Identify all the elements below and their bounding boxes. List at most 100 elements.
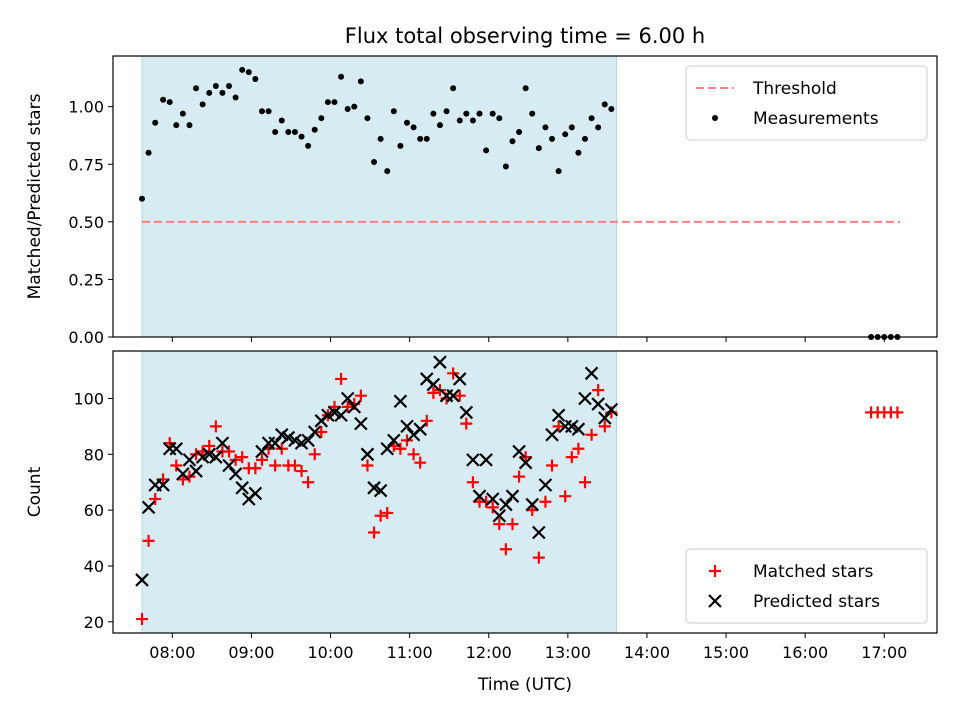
y-tick-label: 40 — [84, 557, 104, 576]
measurement-point — [601, 101, 608, 108]
series-matched-stars — [136, 367, 904, 626]
predicted-star-point — [373, 483, 388, 498]
measurement-point — [145, 149, 152, 156]
matched-star-point — [546, 459, 559, 472]
matched-star-point — [592, 384, 605, 397]
predicted-star-point — [512, 444, 526, 459]
measurement-point — [516, 129, 523, 136]
measurement-point — [152, 119, 159, 126]
predicted-star-point — [532, 525, 546, 540]
matched-star-point — [526, 504, 539, 517]
x-tick-label: 08:00 — [149, 643, 195, 662]
measurement-point — [483, 147, 490, 154]
matched-star-point — [493, 518, 506, 531]
plot-frame — [112, 350, 938, 634]
series-predicted-stars — [135, 355, 619, 587]
measurement-point — [417, 135, 424, 142]
y-tick-label: 80 — [84, 445, 104, 464]
measurement-point — [298, 133, 305, 140]
measurement-point — [404, 119, 411, 126]
measurement-point — [186, 122, 193, 129]
matched-star-point — [149, 492, 162, 505]
measurement-point — [397, 142, 404, 149]
matched-star-point — [302, 476, 315, 489]
matched-star-point — [163, 437, 176, 450]
measurement-point — [436, 122, 443, 129]
matched-star-point — [136, 613, 149, 626]
legend-label: Predicted stars — [753, 592, 880, 612]
matched-star-point — [420, 414, 433, 427]
measurement-point — [351, 103, 358, 110]
predicted-star-point — [525, 497, 540, 512]
predicted-star-point — [380, 441, 395, 456]
legend-label: Measurements — [753, 109, 879, 129]
measurement-point — [410, 124, 417, 131]
predicted-star-point — [459, 405, 474, 420]
predicted-star-point — [182, 453, 197, 467]
measurement-point — [160, 96, 167, 103]
y-tick-label: 20 — [84, 613, 104, 632]
predicted-star-point — [492, 508, 507, 523]
predicted-star-point — [334, 408, 348, 422]
matched-star-point — [453, 389, 466, 402]
matched-star-point — [255, 453, 268, 466]
matched-star-point — [578, 476, 591, 489]
measurement-point — [291, 129, 298, 136]
matched-star-point — [532, 551, 545, 564]
measurement-point — [529, 110, 536, 117]
matched-star-point — [427, 386, 440, 399]
measurement-point — [166, 99, 173, 106]
measurement-point — [139, 195, 146, 202]
measurement-point — [245, 69, 252, 76]
measurement-point — [509, 138, 516, 145]
matched-star-point — [407, 448, 420, 461]
matched-star-point — [513, 470, 526, 483]
y-tick-label: 1.00 — [68, 98, 104, 117]
measurement-point — [562, 131, 569, 138]
measurement-point — [430, 110, 437, 117]
matched-star-point — [295, 465, 308, 478]
measurement-point — [338, 73, 345, 80]
measurement-point — [226, 82, 233, 89]
measurement-point — [331, 99, 338, 106]
predicted-star-point — [209, 450, 223, 464]
matched-star-point — [335, 372, 348, 385]
matched-star-point — [142, 534, 155, 547]
matched-star-point — [414, 456, 427, 469]
measurement-point — [199, 101, 206, 108]
measurement-point — [575, 149, 582, 156]
matched-star-point — [891, 406, 904, 419]
count-panel: 20 40 60 80 100 08:00 09:00 10:00 11:00 12:00 13:0… — [25, 350, 938, 695]
matched-star-point — [176, 473, 189, 486]
measurement-point — [384, 168, 391, 175]
measurement-point — [423, 135, 430, 142]
measurement-point — [568, 124, 575, 131]
matched-star-point — [288, 459, 301, 472]
predicted-star-point — [485, 492, 500, 506]
predicted-star-point — [571, 422, 586, 436]
matched-star-point — [275, 442, 288, 455]
predicted-star-point — [499, 497, 513, 512]
y-axis-label: Matched/Predicted stars — [25, 93, 45, 299]
predicted-star-point — [156, 478, 170, 492]
predicted-star-point — [347, 400, 362, 414]
matched-star-point — [506, 518, 519, 531]
predicted-star-point — [135, 573, 149, 587]
predicted-star-point — [505, 489, 520, 503]
predicted-star-point — [578, 391, 592, 406]
measurement-point — [522, 85, 529, 92]
predicted-star-point — [433, 355, 447, 369]
predicted-star-point — [400, 419, 414, 434]
matched-star-point — [236, 451, 249, 464]
predicted-star-point — [545, 427, 559, 442]
measurement-point — [542, 124, 549, 131]
measurement-point — [265, 108, 272, 115]
measurement-point — [476, 110, 483, 117]
predicted-star-point — [301, 433, 315, 448]
measurement-point — [443, 108, 450, 115]
legend-box — [685, 548, 928, 624]
matched-star-point — [433, 384, 446, 397]
matched-star-point — [361, 459, 374, 472]
measurement-point — [581, 135, 588, 142]
measurement-point — [535, 145, 542, 152]
